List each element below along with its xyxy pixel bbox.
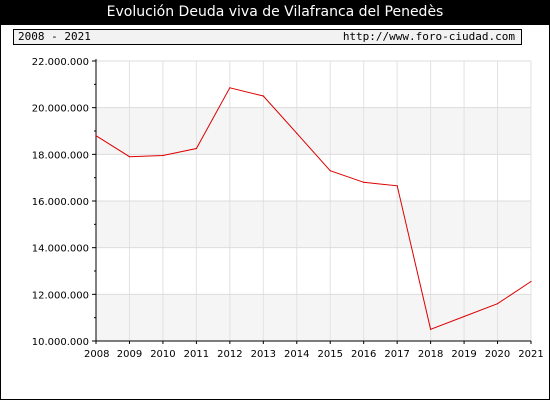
x-tick-label: 2011 [184, 349, 209, 360]
x-tick-label: 2008 [84, 349, 109, 360]
y-tick-label: 10.000.000 [32, 337, 89, 348]
data-point [396, 185, 398, 187]
y-band [96, 201, 531, 248]
x-tick-label: 2010 [150, 349, 175, 360]
y-band [96, 294, 531, 341]
data-point [229, 87, 231, 89]
data-point [530, 280, 532, 283]
x-tick-label: 2019 [451, 349, 476, 360]
data-point [296, 132, 298, 134]
data-point [363, 181, 365, 183]
x-tick-label: 2015 [318, 349, 343, 360]
y-tick-label: 20.000.000 [32, 104, 89, 115]
x-tick-label: 2020 [485, 349, 510, 360]
x-tick-label: 2014 [284, 349, 309, 360]
period-label: 2008 - 2021 [18, 30, 91, 43]
data-point [496, 303, 499, 305]
y-tick-label: 14.000.000 [32, 244, 89, 255]
x-tick-label: 2012 [217, 349, 242, 360]
x-tick-label: 2018 [418, 349, 443, 360]
source-url: http://www.foro-ciudad.com [342, 30, 515, 43]
x-tick-label: 2017 [384, 349, 409, 360]
x-tick-label: 2016 [351, 349, 376, 360]
y-tick-label: 12.000.000 [32, 290, 89, 301]
y-tick-label: 18.000.000 [32, 150, 89, 161]
y-tick-label: 22.000.000 [32, 57, 89, 68]
x-tick-label: 2013 [251, 349, 276, 360]
data-point [95, 135, 97, 137]
x-tick-label: 2021 [518, 349, 543, 360]
data-point [262, 95, 264, 97]
series-line [95, 87, 532, 330]
data-point [463, 315, 465, 318]
data-point [329, 170, 331, 172]
info-bar: 2008 - 2021 http://www.foro-ciudad.com [13, 29, 522, 45]
data-point [162, 154, 164, 157]
chart-title: Evolución Deuda viva de Vilafranca del P… [0, 0, 550, 25]
x-tick-label: 2009 [117, 349, 142, 360]
data-point [128, 156, 131, 158]
y-band [96, 107, 531, 155]
y-tick-label: 16.000.000 [32, 197, 89, 208]
data-point [430, 328, 432, 330]
data-point [195, 147, 197, 150]
